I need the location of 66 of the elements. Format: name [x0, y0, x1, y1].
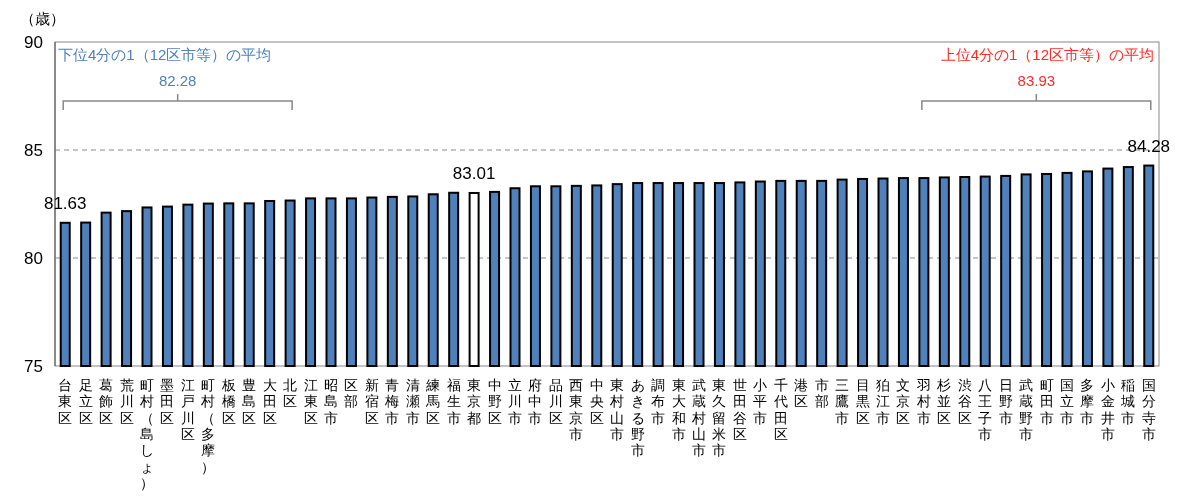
- x-tick-label: 杉並区: [936, 377, 952, 426]
- x-tick-label: 中央区: [589, 377, 604, 426]
- annotation: 83.93: [1017, 72, 1056, 89]
- x-tick-label: 国立市: [1060, 377, 1074, 426]
- x-tick-label: 台東区: [58, 377, 73, 426]
- x-tick-label: 国分寺市: [1141, 377, 1156, 442]
- y-tick-label: 75: [24, 357, 43, 376]
- annotation: 下位4分の1（12区市等）の平均: [58, 46, 272, 63]
- x-tick-label: 昭島市: [324, 377, 338, 426]
- x-tick-label: 府中市: [528, 377, 543, 426]
- x-tick-label: 町村（多摩）: [200, 377, 216, 475]
- x-tick-label: 多摩市: [1080, 377, 1095, 426]
- x-tick-label: 町田市: [1039, 377, 1054, 426]
- x-tick-label: 北区: [283, 377, 298, 410]
- x-tick-label: あきる野市: [630, 377, 645, 459]
- x-tick-label: 狛江市: [876, 377, 890, 426]
- x-tick-label: 葛飾区: [99, 377, 114, 426]
- x-tick-label: 小平市: [753, 377, 768, 426]
- x-tick-label: 文京区: [896, 377, 911, 426]
- x-tick-label: 稲城市: [1120, 377, 1136, 426]
- x-tick-label: 足立区: [78, 377, 93, 426]
- x-tick-label: 羽村市: [915, 377, 931, 426]
- x-tick-label: 荒川区: [119, 377, 134, 426]
- x-tick-label: 墨田区: [160, 377, 175, 426]
- annotation: 上位4分の1（12区市等）の平均: [940, 46, 1154, 63]
- x-tick-label: 町村（島しょ）: [139, 377, 154, 491]
- data-label: 81.63: [43, 193, 87, 213]
- x-tick-label: 調布市: [651, 377, 666, 426]
- x-tick-label: 東大和市: [671, 377, 686, 442]
- x-tick-label: 東久留米市: [712, 377, 727, 459]
- y-tick-label: 80: [24, 249, 43, 268]
- x-tick-label: 大田区: [262, 377, 277, 426]
- x-tick-label: 中野区: [487, 377, 502, 426]
- x-tick-label: 立川市: [508, 377, 522, 426]
- x-tick-label: 世田谷区: [732, 377, 747, 442]
- x-tick-label: 福生市: [446, 377, 461, 426]
- x-tick-label: 目黒区: [855, 377, 870, 426]
- y-tick-label: 85: [24, 141, 43, 160]
- x-tick-label: 練馬区: [425, 377, 441, 426]
- x-tick-label: 武蔵野市: [1019, 377, 1034, 442]
- y-tick-label: 90: [24, 33, 43, 52]
- x-tick-label: 日野市: [998, 377, 1013, 426]
- x-tick-label: 品川区: [548, 377, 563, 426]
- y-axis-title: （歳）: [20, 10, 65, 27]
- x-tick-label: 東京都: [467, 377, 482, 426]
- x-tick-label: 青梅市: [384, 377, 400, 426]
- x-tick-label: 三鷹市: [835, 377, 850, 426]
- data-label: 83.01: [452, 163, 496, 183]
- x-tick-label: 江東区: [303, 377, 318, 426]
- x-tick-label: 渋谷区: [957, 377, 972, 426]
- x-tick-label: 小金井市: [1100, 377, 1115, 442]
- x-tick-label: 新宿区: [364, 377, 379, 426]
- x-tick-label: 清瀬市: [405, 377, 420, 426]
- x-tick-label: 港区: [794, 377, 809, 410]
- x-tick-label: 豊島区: [242, 377, 257, 426]
- x-tick-label: 東村山市: [609, 377, 625, 442]
- x-tick-label: 八王子市: [978, 377, 993, 442]
- x-tick-label: 江戸川区: [180, 377, 195, 442]
- data-label: 84.28: [1127, 136, 1171, 156]
- x-tick-label: 区部: [344, 377, 359, 410]
- x-tick-label: 千代田区: [772, 377, 788, 442]
- annotation: 82.28: [158, 72, 197, 89]
- x-tick-label: 板橋区: [220, 377, 236, 426]
- x-tick-label: 武蔵村山市: [691, 377, 706, 459]
- x-tick-label: 西東京市: [569, 377, 584, 442]
- x-tick-label: 市部: [814, 377, 829, 410]
